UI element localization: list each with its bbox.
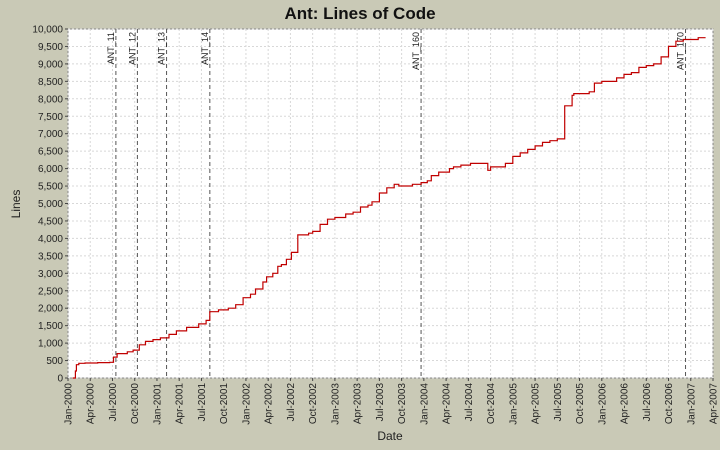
y-tick-label: 4,500 [38, 216, 63, 227]
x-axis-label: Date [377, 429, 403, 443]
x-tick-label: Apr-2006 [620, 383, 631, 425]
x-tick-label: Jul-2005 [553, 383, 564, 422]
release-marker-label: ANT_13 [157, 32, 167, 65]
x-tick-label: Apr-2004 [442, 383, 453, 425]
y-tick-label: 10,000 [32, 25, 63, 36]
x-tick-label: Jan-2005 [508, 383, 519, 425]
y-axis-label: Lines [9, 190, 23, 219]
x-tick-label: Apr-2001 [175, 383, 186, 425]
y-tick-label: 6,500 [38, 147, 63, 158]
x-axis-ticks: Jan-2000 Apr-2000 Jul-2000 Oct-2000 Jan-2001… [64, 378, 720, 425]
x-tick-label: Oct-2006 [664, 383, 675, 425]
x-tick-label: Apr-2007 [709, 383, 720, 425]
x-tick-label: Oct-2000 [130, 383, 141, 425]
y-tick-label: 0 [57, 374, 63, 385]
y-tick-label: 3,500 [38, 251, 63, 262]
y-tick-label: 2,500 [38, 286, 63, 297]
release-marker-label: ANT_170 [676, 32, 686, 70]
x-tick-label: Jul-2001 [197, 383, 208, 422]
y-tick-label: 7,500 [38, 112, 63, 123]
release-marker-label: ANT_12 [127, 32, 137, 65]
release-marker-label: ANT_11 [106, 32, 116, 64]
x-tick-label: Jan-2003 [330, 383, 341, 425]
x-tick-label: Oct-2003 [397, 383, 408, 425]
x-tick-label: Jul-2004 [464, 383, 475, 422]
x-tick-label: Apr-2000 [86, 383, 97, 425]
y-tick-label: 5,500 [38, 182, 63, 193]
x-tick-label: Jul-2000 [108, 383, 119, 422]
x-tick-label: Apr-2005 [531, 383, 542, 425]
y-tick-label: 9,000 [38, 59, 63, 70]
y-tick-label: 1,500 [38, 321, 63, 332]
y-axis-ticks: 0 500 1,000 1,500 2,000 2,500 3,000 3,500 4,000 4… [32, 25, 68, 385]
y-tick-label: 2,000 [38, 304, 63, 315]
release-marker-label: ANT_14 [200, 32, 210, 65]
x-tick-label: Apr-2003 [353, 383, 364, 425]
y-tick-label: 7,000 [38, 129, 63, 140]
x-tick-label: Jan-2000 [64, 383, 75, 425]
x-tick-label: Jan-2004 [419, 383, 430, 425]
series-layer [72, 37, 706, 379]
y-tick-label: 500 [46, 356, 63, 367]
y-tick-label: 6,000 [38, 164, 63, 175]
y-tick-label: 5,000 [38, 199, 63, 210]
x-tick-label: Jan-2002 [241, 383, 252, 425]
x-tick-label: Oct-2004 [486, 383, 497, 425]
x-tick-label: Jan-2006 [597, 383, 608, 425]
x-tick-label: Oct-2005 [575, 383, 586, 425]
y-tick-label: 8,000 [38, 94, 63, 105]
y-tick-label: 9,500 [38, 42, 63, 53]
x-tick-label: Jan-2007 [686, 383, 697, 425]
x-tick-label: Jul-2003 [375, 383, 386, 422]
y-tick-label: 3,000 [38, 269, 63, 280]
release-marker-label: ANT_160 [411, 32, 421, 70]
x-tick-label: Jul-2002 [286, 383, 297, 422]
lines-of-code-series [72, 37, 706, 379]
x-tick-label: Apr-2002 [264, 383, 275, 425]
chart-title: Ant: Lines of Code [284, 4, 435, 23]
y-tick-label: 1,000 [38, 339, 63, 350]
x-tick-label: Jul-2006 [642, 383, 653, 422]
y-tick-label: 8,500 [38, 77, 63, 88]
x-tick-label: Oct-2001 [219, 383, 230, 425]
y-tick-label: 4,000 [38, 234, 63, 245]
x-tick-label: Jan-2001 [152, 383, 163, 425]
x-tick-label: Oct-2002 [308, 383, 319, 425]
